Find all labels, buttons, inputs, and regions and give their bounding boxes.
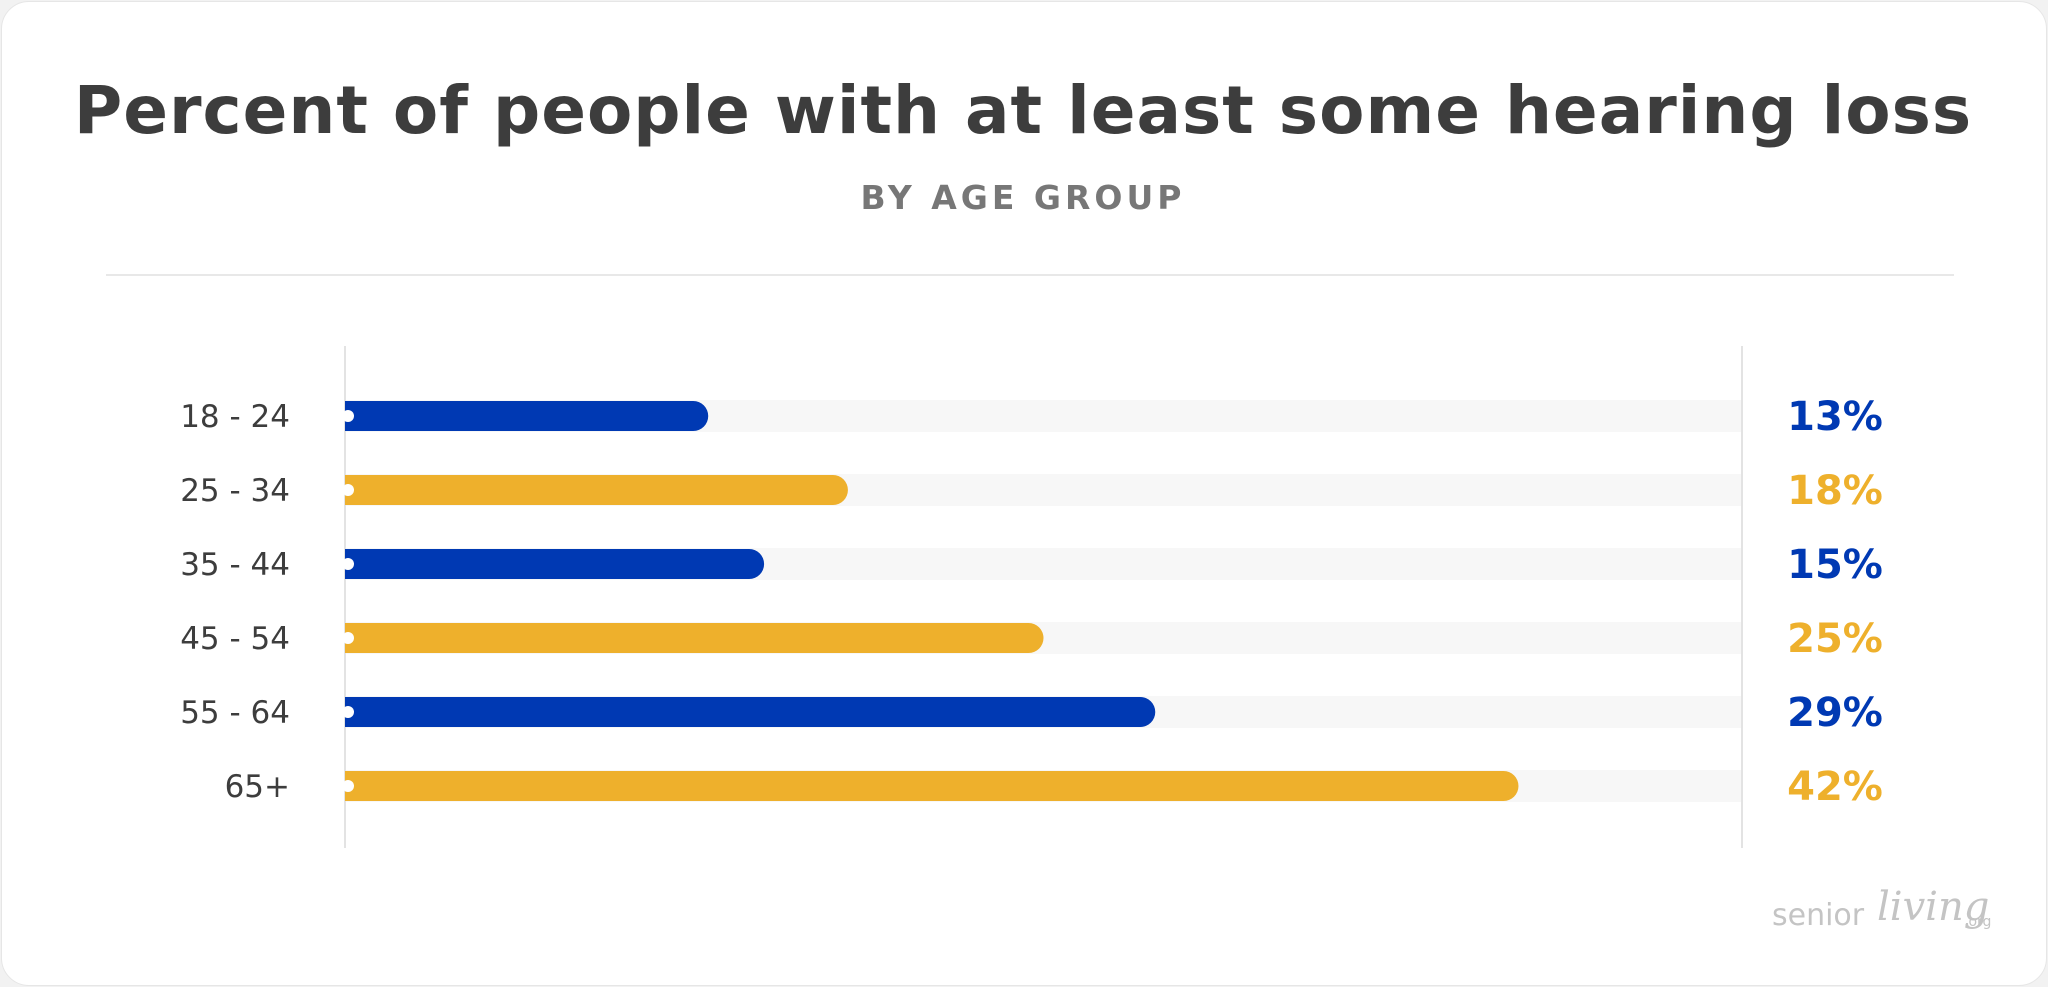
bar-55-64	[345, 697, 1156, 727]
logo-text-org: .org	[1964, 914, 1992, 930]
category-label: 18 - 24	[180, 399, 290, 435]
bar-start-dot	[342, 780, 354, 792]
bar-start-dot	[342, 410, 354, 422]
logo-text-senior: senior	[1772, 898, 1865, 933]
bar-start-dot	[342, 706, 354, 718]
value-label: 29%	[1787, 690, 1883, 736]
value-label: 25%	[1787, 616, 1883, 662]
chart-title: Percent of people with at least some hea…	[73, 72, 1973, 149]
category-label: 55 - 64	[180, 695, 290, 731]
bar-45-54	[345, 623, 1044, 653]
bar-start-dot	[342, 632, 354, 644]
bar-start-dot	[342, 558, 354, 570]
value-label: 42%	[1787, 764, 1883, 810]
category-label: 65+	[225, 769, 290, 805]
chart-subtitle: BY AGE GROUP	[860, 178, 1186, 217]
bar-35-44	[345, 549, 765, 579]
bar-65+	[345, 771, 1519, 801]
bar-start-dot	[342, 484, 354, 496]
bar-18-24	[345, 401, 709, 431]
category-label: 25 - 34	[180, 473, 290, 509]
value-label: 18%	[1787, 468, 1883, 514]
value-label: 15%	[1787, 542, 1883, 588]
bar-25-34	[345, 475, 848, 505]
seniorliving-logo: senior living .org	[1772, 884, 2002, 940]
logo-text-living: living	[1877, 884, 1990, 930]
header-divider	[106, 274, 1954, 276]
value-label: 13%	[1787, 394, 1883, 440]
category-label: 35 - 44	[180, 547, 290, 583]
category-label: 45 - 54	[180, 621, 290, 657]
